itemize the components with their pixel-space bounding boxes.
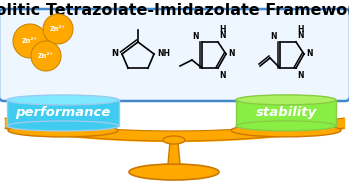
Text: N: N — [228, 50, 235, 59]
Circle shape — [31, 41, 61, 71]
Ellipse shape — [7, 121, 119, 131]
Polygon shape — [168, 142, 180, 164]
FancyBboxPatch shape — [0, 9, 349, 101]
Ellipse shape — [8, 124, 118, 137]
Text: N: N — [270, 32, 277, 41]
Text: performance: performance — [15, 106, 111, 119]
Ellipse shape — [236, 121, 336, 131]
Ellipse shape — [7, 95, 119, 105]
Polygon shape — [236, 100, 336, 126]
Text: N: N — [297, 31, 304, 40]
Ellipse shape — [231, 124, 341, 137]
Text: NH: NH — [157, 50, 170, 59]
Text: N: N — [297, 71, 304, 80]
Ellipse shape — [129, 164, 219, 180]
Text: H: H — [219, 25, 225, 34]
Text: N: N — [306, 50, 312, 59]
Ellipse shape — [236, 95, 336, 105]
Text: H: H — [297, 25, 304, 34]
Text: Zn²⁺: Zn²⁺ — [22, 38, 38, 44]
Ellipse shape — [163, 136, 185, 144]
Text: N: N — [219, 71, 225, 80]
Polygon shape — [7, 100, 119, 126]
Text: N: N — [219, 31, 225, 40]
Text: stability: stability — [255, 106, 317, 119]
Circle shape — [43, 14, 73, 44]
Circle shape — [13, 24, 47, 58]
Text: Zn²⁺: Zn²⁺ — [38, 53, 54, 59]
Text: N: N — [111, 50, 118, 59]
Text: N: N — [193, 32, 199, 41]
Text: Zn²⁺: Zn²⁺ — [50, 26, 66, 32]
Text: Zeolitic Tetrazolate-Imidazolate Frameworks: Zeolitic Tetrazolate-Imidazolate Framewo… — [0, 3, 349, 18]
